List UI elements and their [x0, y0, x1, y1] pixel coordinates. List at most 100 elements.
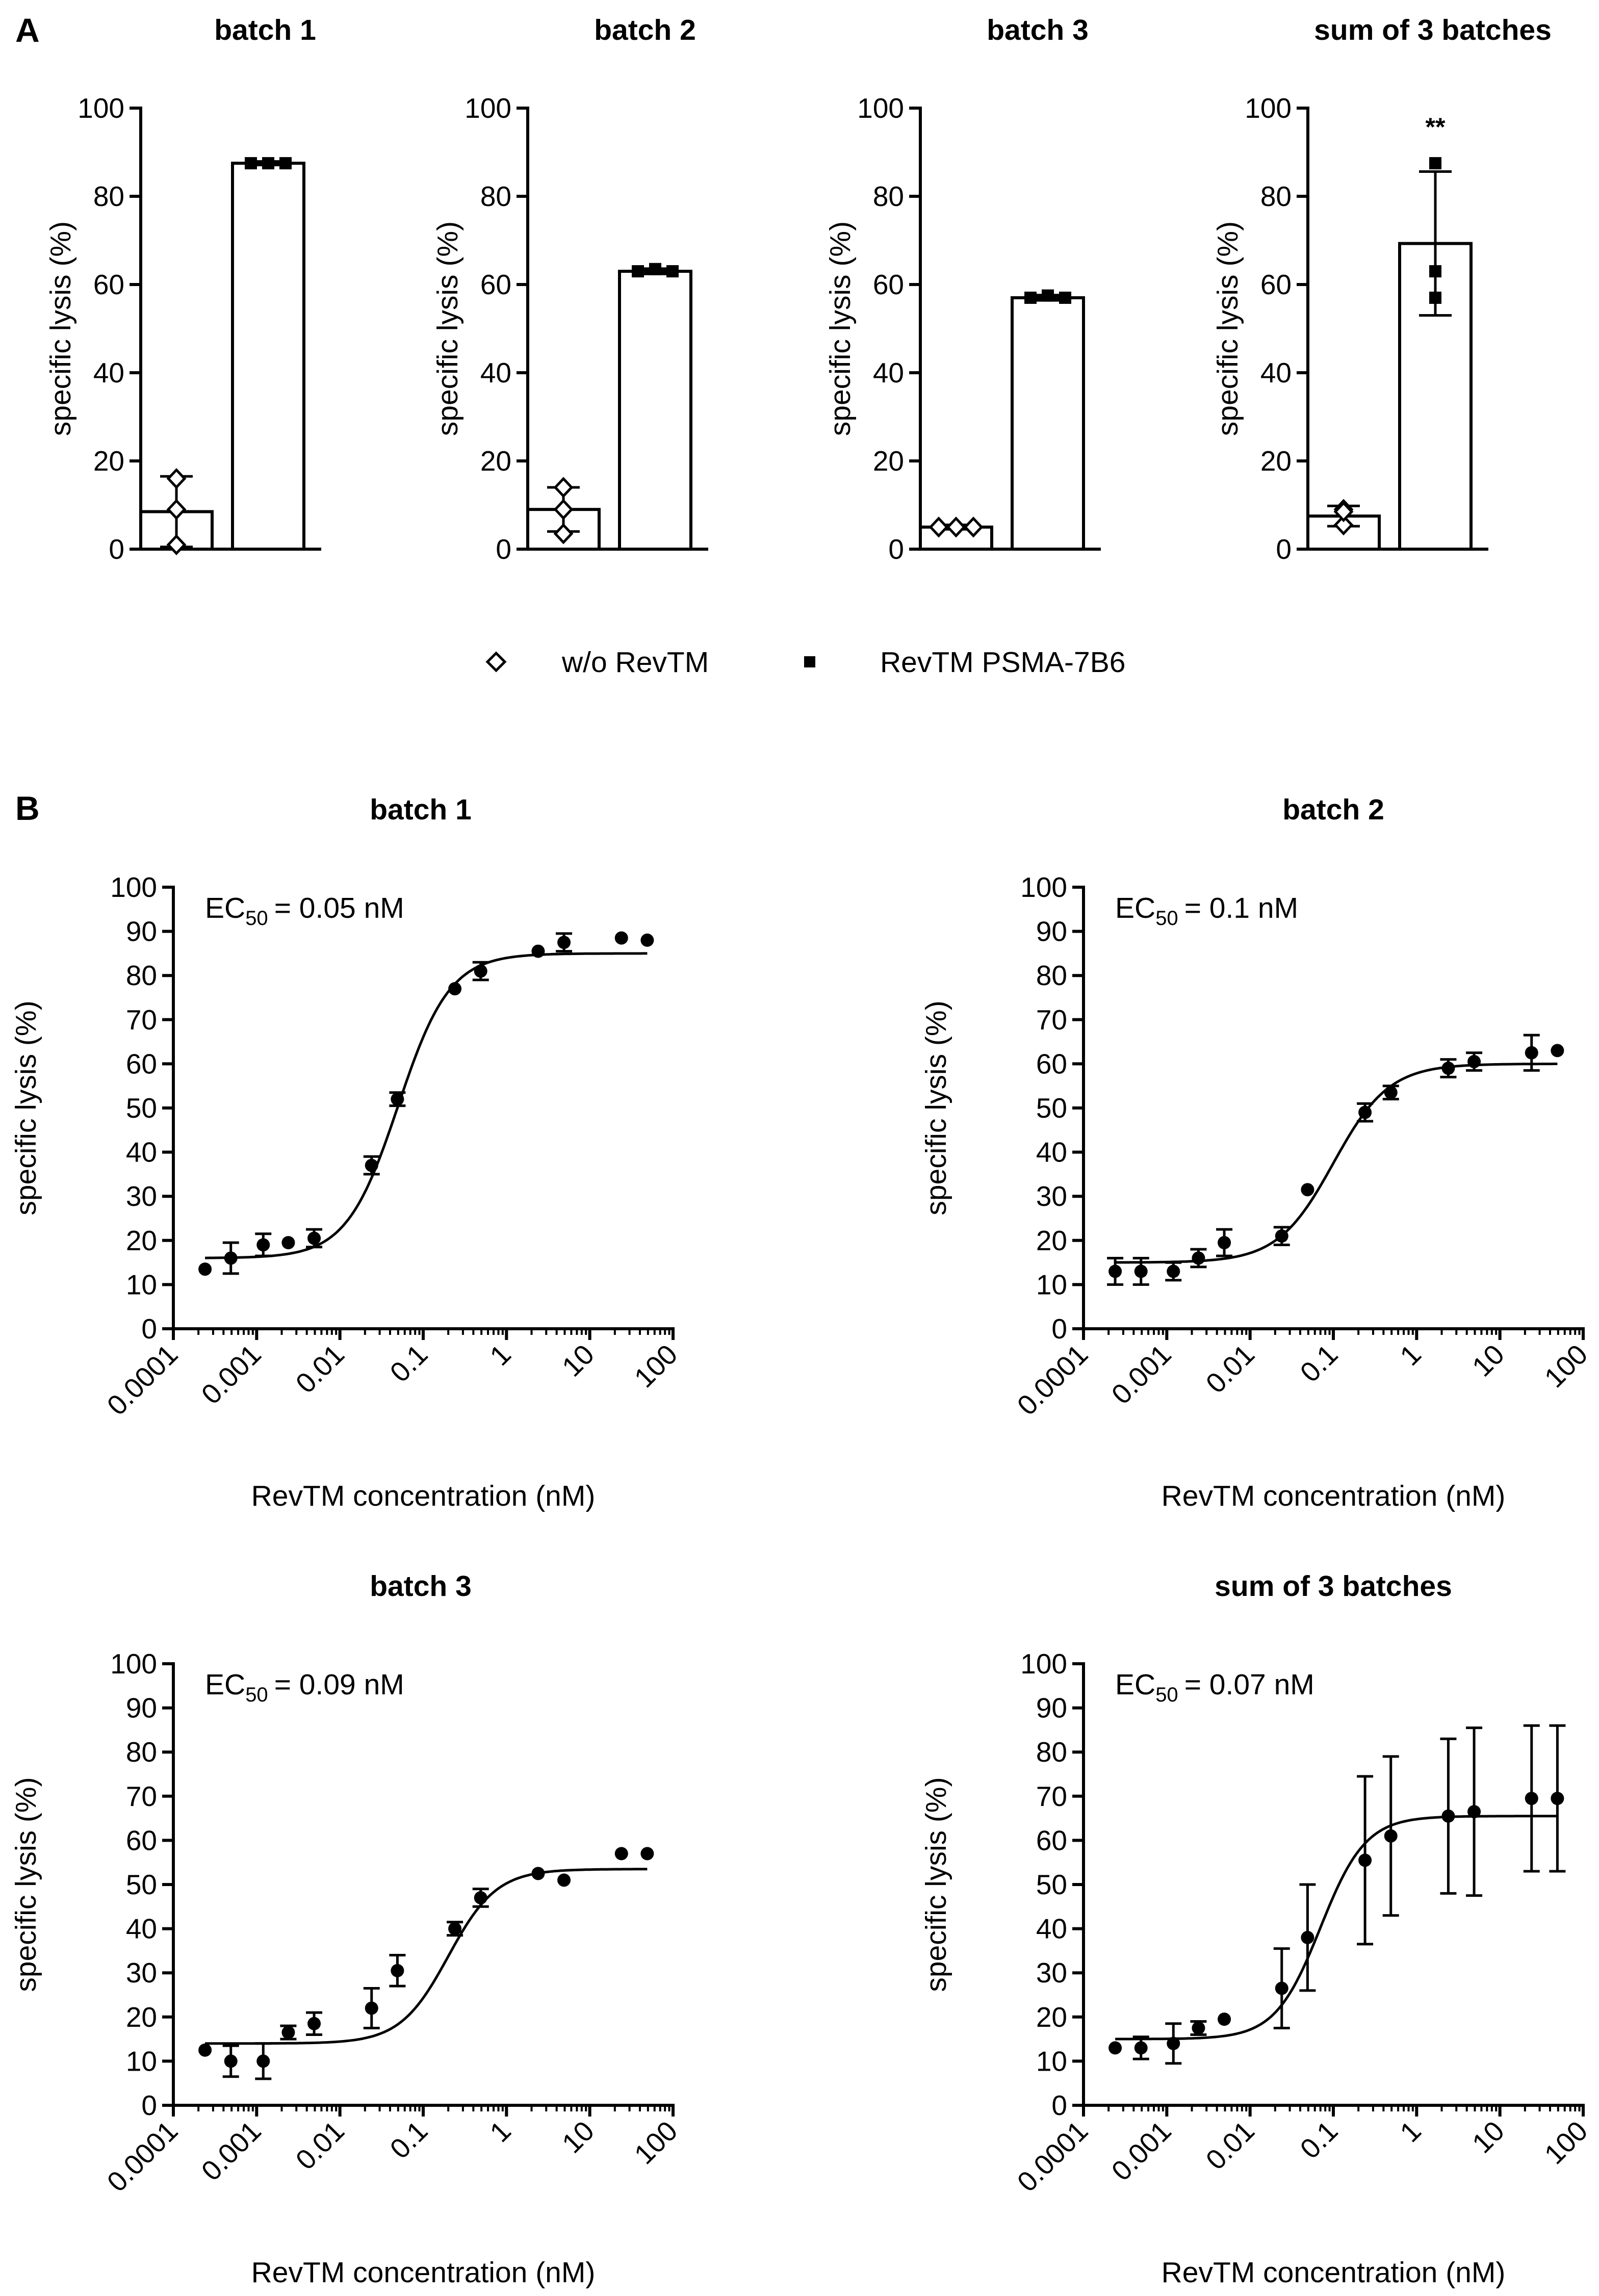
significance-annotation: **	[1426, 113, 1446, 141]
data-point-filled-square	[1042, 289, 1054, 302]
data-point	[365, 2001, 378, 2015]
y-axis-label: specific lysis (%)	[920, 1000, 952, 1215]
y-tick-label: 80	[480, 180, 511, 212]
bar	[618, 270, 692, 551]
x-tick-label: 1	[483, 1338, 517, 1372]
x-tick-label: 0.001	[195, 1338, 267, 1410]
data-point	[307, 1231, 321, 1245]
data-point	[256, 2054, 270, 2068]
data-point-open-diamond	[553, 477, 574, 498]
ec50-label: EC	[1115, 1668, 1155, 1701]
data-point-filled-square	[1429, 157, 1441, 170]
y-tick-label: 70	[126, 1781, 157, 1812]
x-axis-label: RevTM concentration (nM)	[251, 1480, 596, 1512]
y-tick-label: 60	[126, 1048, 157, 1079]
data-point	[531, 944, 545, 958]
y-tick-label: 60	[873, 269, 904, 300]
y-axis-label: specific lysis (%)	[44, 221, 77, 436]
y-axis-label: specific lysis (%)	[431, 221, 464, 436]
y-tick-label: 20	[480, 445, 511, 477]
data-point-open-diamond	[166, 534, 187, 555]
ec50-label: EC	[1115, 892, 1155, 924]
data-point-filled-square	[262, 157, 274, 170]
data-point-open-diamond	[963, 517, 984, 538]
data-point	[391, 1964, 404, 1977]
legend: w/o RevTM RevTM PSMA-7B6	[485, 646, 1125, 679]
y-tick-label: 80	[873, 180, 904, 212]
chart-title: batch 2	[594, 14, 696, 46]
x-tick-label: 0.0001	[101, 2115, 184, 2198]
data-point-filled-square	[632, 265, 644, 278]
ec50-value: = 0.1 nM	[1184, 892, 1298, 924]
y-axis-label: specific lysis (%)	[10, 1000, 42, 1215]
data-point	[1358, 1105, 1372, 1119]
data-point-filled-square	[1059, 291, 1071, 304]
y-tick-label: 40	[1036, 1137, 1067, 1168]
y-tick-label: 80	[93, 180, 124, 212]
x-tick-label: 1	[483, 2115, 517, 2148]
y-tick-label: 10	[126, 1269, 157, 1300]
legend-marker-filled-square	[804, 656, 815, 667]
y-tick-label: 60	[480, 269, 511, 300]
y-tick-label: 20	[93, 445, 124, 477]
legend-marker-open-diamond	[485, 651, 507, 673]
y-tick-label: 80	[1036, 1736, 1067, 1768]
y-tick-label: 60	[126, 1824, 157, 1856]
x-tick-label: 10	[1466, 2115, 1510, 2159]
data-point-filled-square	[1024, 291, 1037, 304]
y-tick-label: 40	[873, 357, 904, 389]
y-axis-label: specific lysis (%)	[1211, 221, 1244, 436]
y-tick-label: 0	[1051, 2089, 1067, 2121]
bar-chart-3: batch 3 0 20 40 60 80 100 specific lysis (%)	[824, 14, 1101, 565]
y-tick-label: 80	[1036, 960, 1067, 991]
y-tick-label: 40	[1260, 357, 1292, 389]
y-tick-label: 0	[141, 1313, 157, 1345]
data-point	[474, 1891, 487, 1904]
data-point	[1192, 1251, 1205, 1265]
data-point	[1108, 2041, 1122, 2055]
x-tick-label: 100	[1538, 1338, 1594, 1394]
y-axis-label: specific lysis (%)	[920, 1777, 952, 1992]
y-tick-label: 70	[126, 1004, 157, 1036]
y-tick-label: 100	[1245, 92, 1292, 124]
y-tick-label: 100	[110, 871, 157, 903]
data-point	[1467, 1805, 1481, 1819]
ec50-subscript: 50	[1155, 1684, 1178, 1706]
bar	[231, 162, 305, 551]
ec50-subscript: 50	[1155, 907, 1178, 930]
y-axis-label: specific lysis (%)	[10, 1777, 42, 1992]
y-tick-label: 80	[126, 1736, 157, 1768]
data-point-filled-square	[245, 157, 257, 170]
y-tick-label: 10	[1036, 1269, 1067, 1300]
data-point	[1134, 2041, 1148, 2055]
ec50-annotation: EC50 = 0.07 nM	[1115, 1668, 1314, 1706]
x-tick-label: 0.0001	[101, 1338, 184, 1422]
data-point	[224, 1251, 238, 1265]
y-tick-label: 40	[1036, 1913, 1067, 1945]
data-point-filled-square	[666, 265, 679, 278]
y-tick-label: 100	[857, 92, 904, 124]
x-tick-label: 0.01	[1200, 2115, 1261, 2176]
x-axis-label: RevTM concentration (nM)	[1162, 2256, 1506, 2289]
data-point	[365, 1158, 378, 1172]
data-point	[614, 931, 628, 945]
chart-title: batch 3	[987, 14, 1089, 46]
ec50-subscript: 50	[245, 907, 268, 930]
bar-chart-4: sum of 3 batches 0 20 40 60 80 100 specific lys…	[1211, 14, 1552, 565]
data-point	[1384, 1829, 1398, 1843]
data-point	[1441, 1062, 1455, 1075]
ec50-annotation: EC50 = 0.1 nM	[1115, 892, 1298, 930]
chart-title: batch 1	[370, 793, 472, 826]
y-tick-label: 40	[480, 357, 511, 389]
y-tick-label: 90	[126, 916, 157, 947]
ec50-annotation: EC50 = 0.05 nM	[205, 892, 404, 930]
panel-letter-a: A	[15, 11, 40, 49]
data-point	[1551, 1792, 1564, 1805]
y-tick-label: 0	[1051, 1313, 1067, 1345]
data-point	[1301, 1183, 1314, 1197]
y-tick-label: 60	[1036, 1824, 1067, 1856]
y-tick-label: 30	[1036, 1180, 1067, 1212]
data-point	[531, 1867, 545, 1880]
y-tick-label: 10	[1036, 2045, 1067, 2077]
